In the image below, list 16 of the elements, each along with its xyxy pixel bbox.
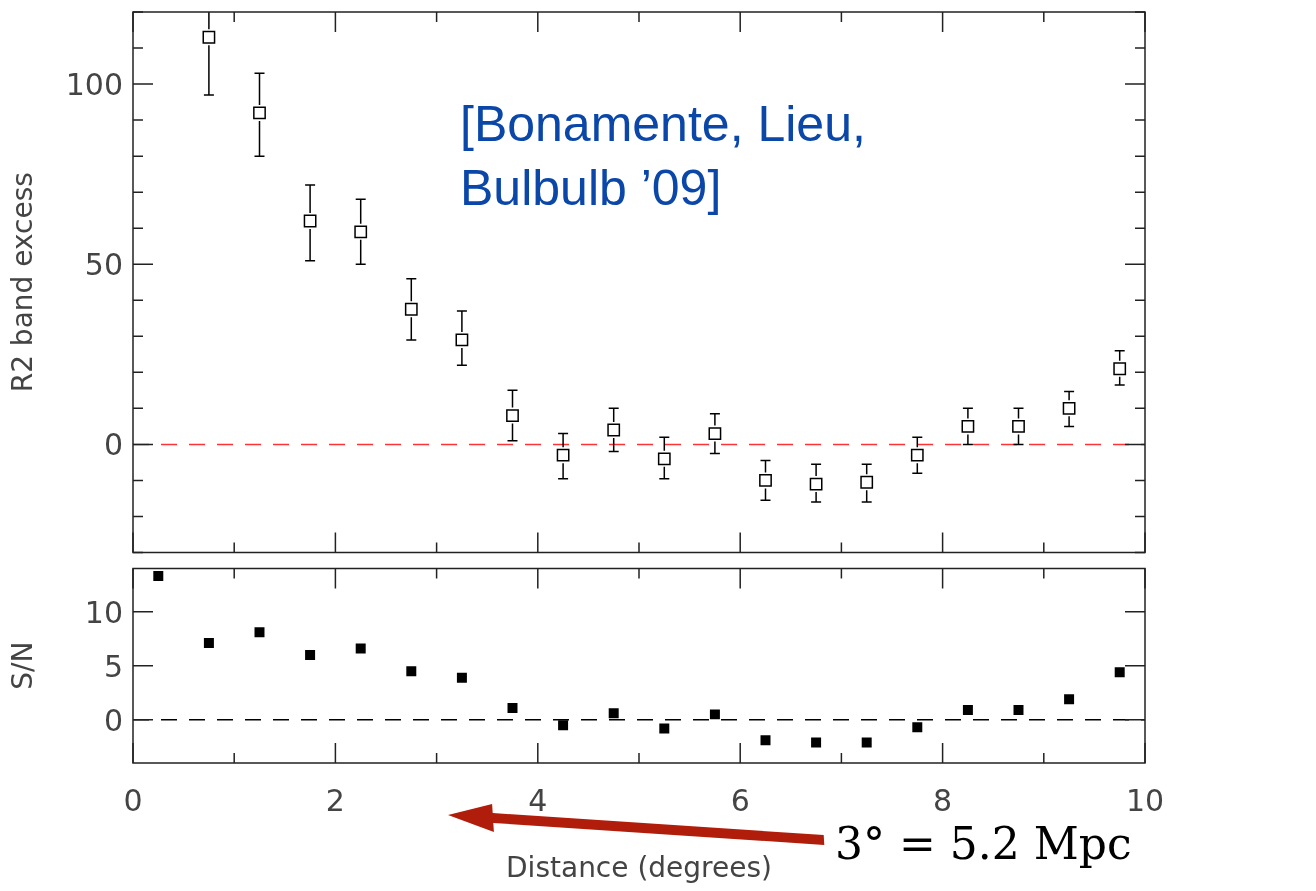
y-tick-label: 50 bbox=[84, 247, 123, 283]
y-tick-label: 0 bbox=[103, 702, 123, 738]
y-tick-label: 100 bbox=[65, 67, 123, 103]
x-tick-label: 8 bbox=[933, 783, 953, 818]
x-tick-label: 6 bbox=[730, 783, 750, 818]
y-tick-label: 10 bbox=[84, 594, 123, 630]
x-axis-title: Distance (degrees) bbox=[506, 851, 772, 885]
y-tick-label: 5 bbox=[103, 648, 123, 684]
y-axis-title: R2 band excess bbox=[6, 172, 40, 393]
x-tick-label: 10 bbox=[1125, 783, 1165, 818]
y-tick-label: 0 bbox=[103, 427, 123, 463]
x-tick-label: 4 bbox=[528, 783, 548, 818]
x-tick-label: 2 bbox=[325, 783, 345, 818]
text: 3° = 5.2 Mpc bbox=[835, 818, 1132, 869]
y-axis-title: S/N bbox=[6, 641, 40, 690]
annotation: [Bonamente, Lieu, Bulbulb ’09] bbox=[460, 95, 867, 218]
